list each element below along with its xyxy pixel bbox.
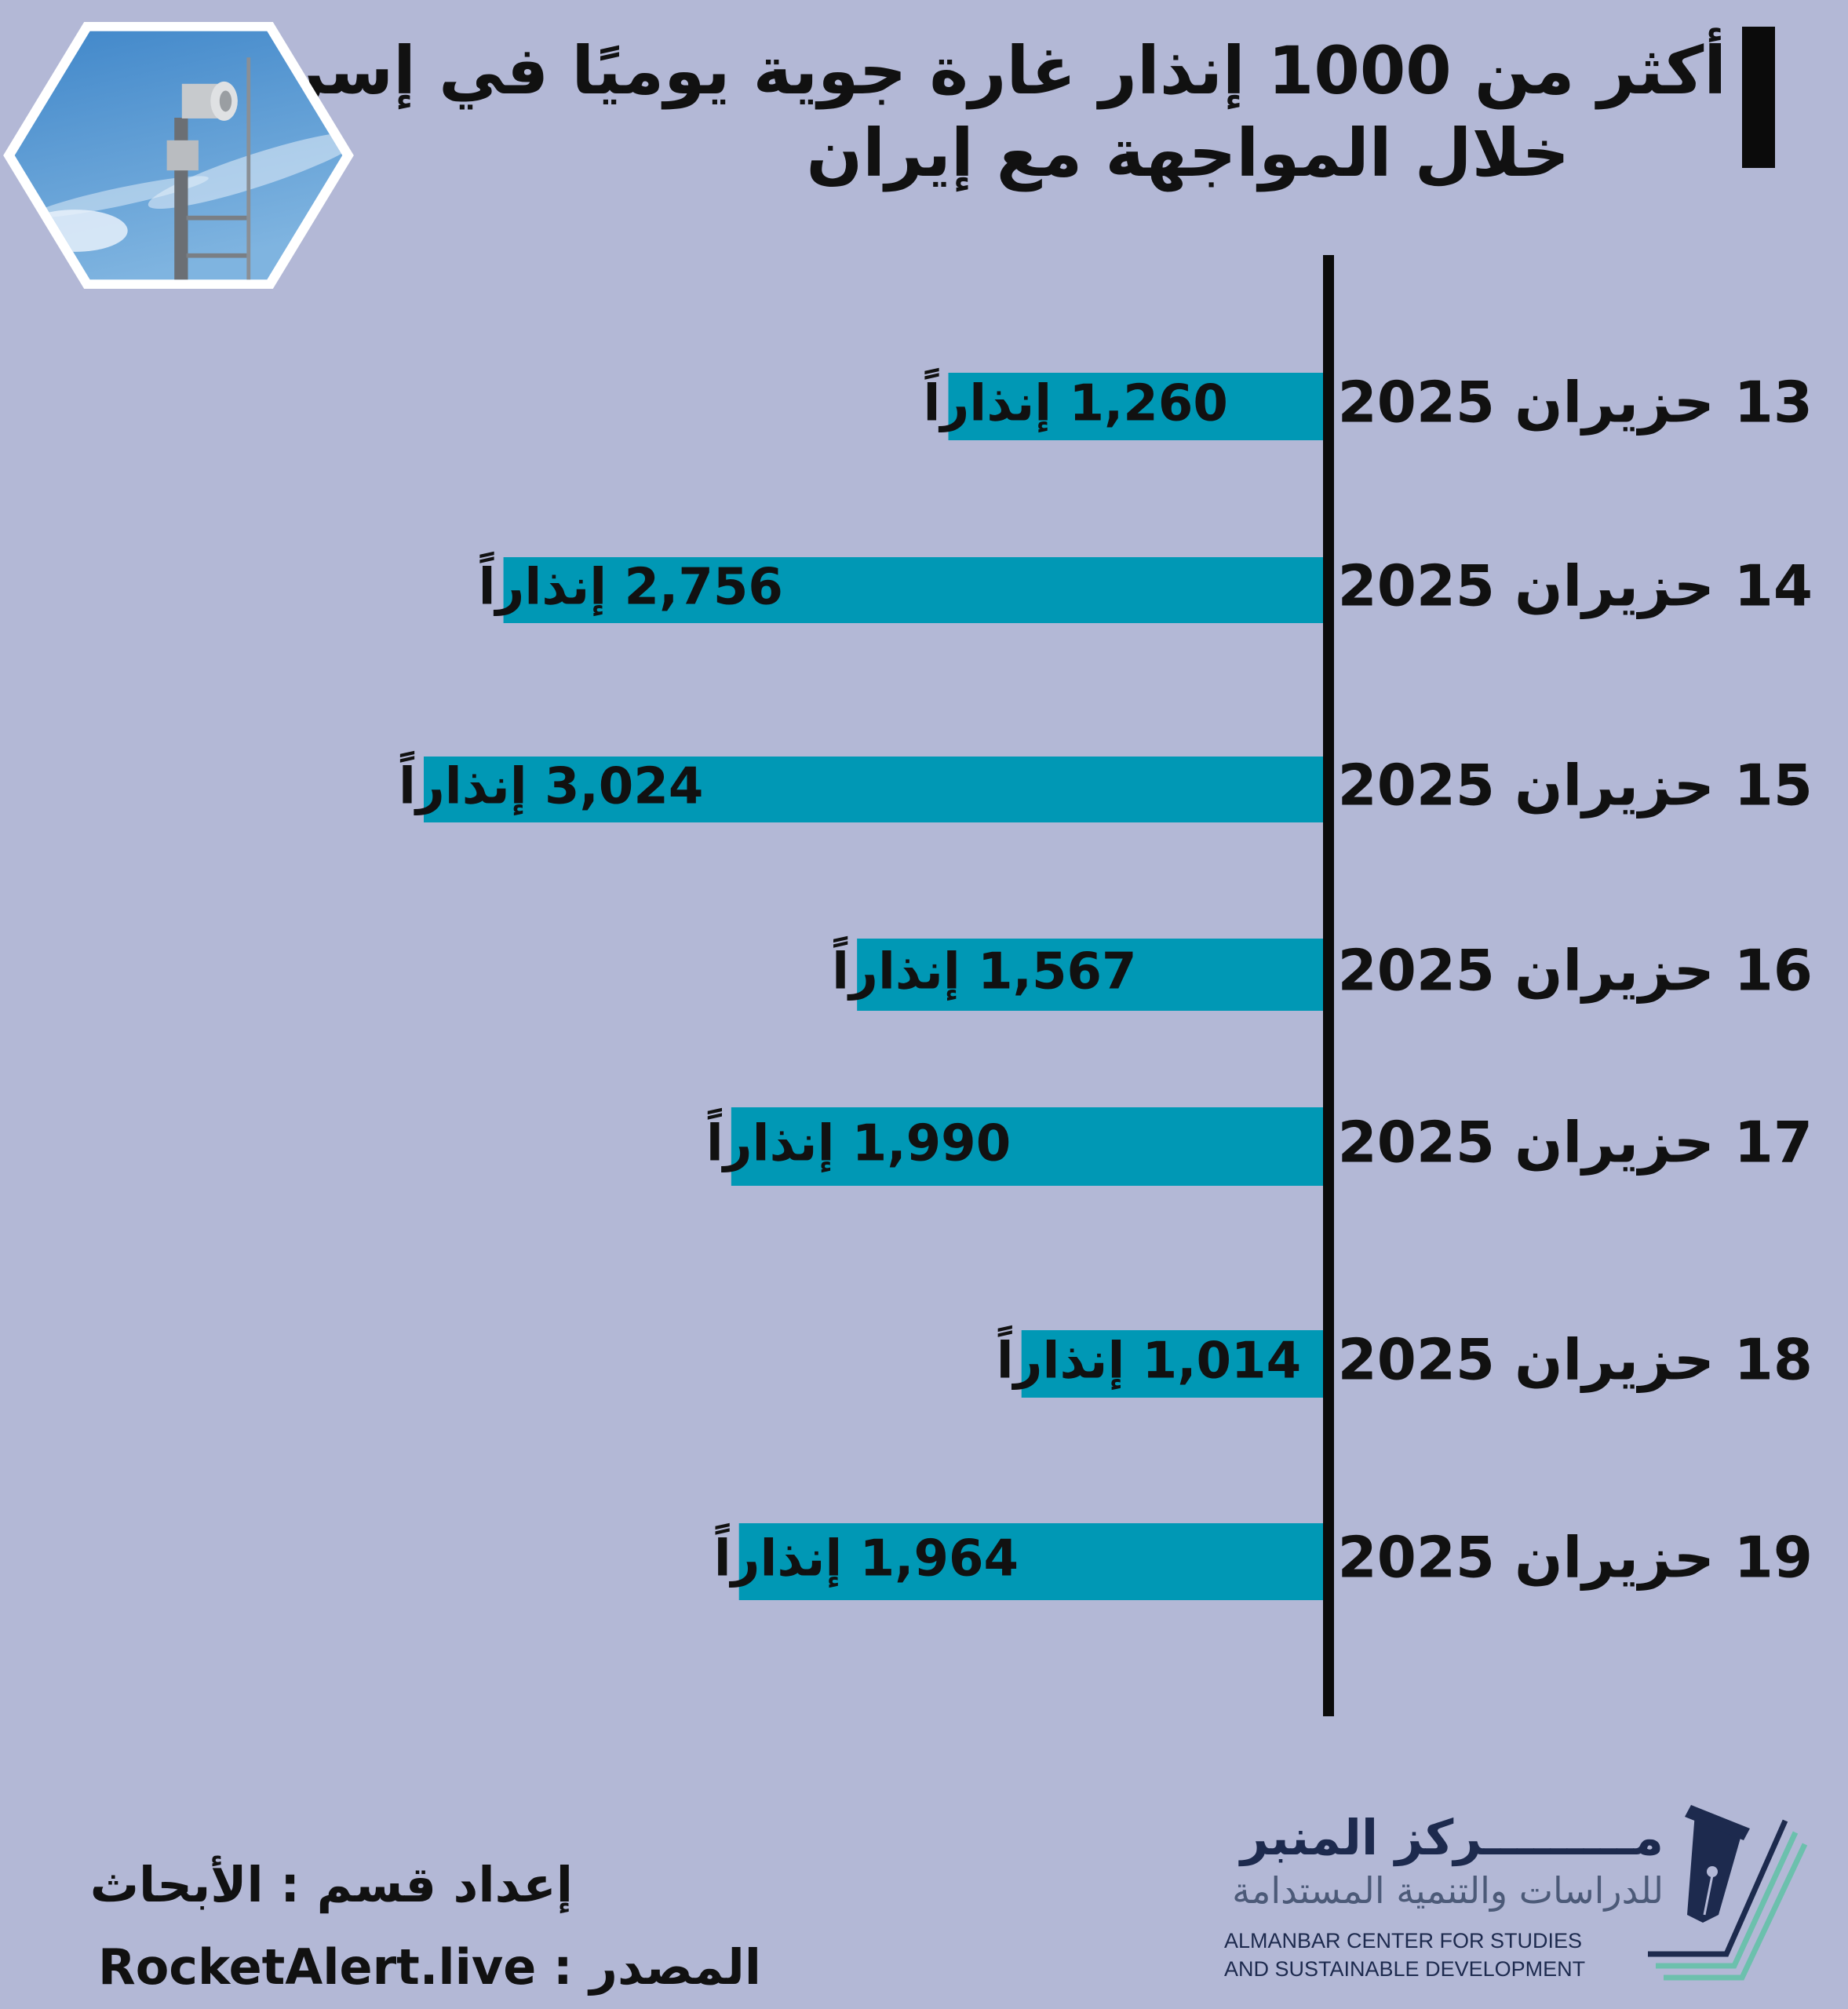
bar-2 (503, 557, 1323, 623)
logo-arabic-name: مـــــــــركز المنبر (1240, 1809, 1664, 1866)
value-label-6: 1,014 إنذاراً (997, 1325, 1301, 1391)
bar-1 (948, 373, 1323, 440)
logo-arabic-tagline: للدراسات والتنمية المستدامة (1232, 1869, 1664, 1912)
bar-6 (1021, 1330, 1323, 1398)
value-label-7: 1,964 إنذاراً (714, 1523, 1019, 1588)
bar-5 (731, 1107, 1323, 1186)
value-label-3: 3,024 إنذاراً (399, 751, 703, 816)
logo-english-line-1: ALMANBAR CENTER FOR STUDIES (1224, 1929, 1583, 1952)
value-label-1: 1,260 إنذاراً (924, 368, 1228, 433)
category-label-4: 16 حزيران 2025 (1338, 938, 1813, 1004)
chart-axis-line (1323, 255, 1334, 1716)
title-line-1: أكثر من 1000 إنذار غارة جوية يوميًا في إ… (154, 32, 1726, 109)
category-label-2: 14 حزيران 2025 (1338, 553, 1813, 620)
siren-icon (3, 22, 354, 289)
value-label-2: 2,756 إنذاراً (479, 552, 783, 617)
category-label-3: 15 حزيران 2025 (1338, 753, 1813, 819)
category-label-6: 18 حزيران 2025 (1338, 1327, 1813, 1394)
footer-credit: إعداد قسم : الأبحاث (89, 1856, 573, 1913)
value-label-5: 1,990 إنذاراً (706, 1108, 1011, 1173)
pen-book-icon (1648, 1805, 1808, 1981)
category-label-1: 13 حزيران 2025 (1338, 370, 1813, 436)
value-label-4: 1,567 إنذاراً (832, 936, 1136, 1001)
chart-title: أكثر من 1000 إنذار غارة جوية يوميًا في إ… (154, 24, 1726, 196)
logo-english-line-2: AND SUSTAINABLE DEVELOPMENT (1224, 1957, 1586, 1981)
title-accent-bar (1742, 27, 1775, 168)
bar-7 (738, 1523, 1323, 1600)
category-label-5: 17 حزيران 2025 (1338, 1110, 1813, 1176)
footer-source: RocketAlert.live : المصدر (97, 1938, 761, 1996)
almanbar-logo: مـــــــــركز المنبر للدراسات والتنمية ا… (1208, 1797, 1821, 1993)
bar-chart: 1,260 إنذاراً 13 حزيران 2025 2,756 إنذاراً… (399, 255, 1813, 1716)
title-line-2: خلال المواجهة مع إيران (806, 115, 1569, 191)
category-label-7: 19 حزيران 2025 (1338, 1525, 1813, 1592)
bar-3 (424, 757, 1323, 822)
bar-4 (857, 939, 1323, 1011)
